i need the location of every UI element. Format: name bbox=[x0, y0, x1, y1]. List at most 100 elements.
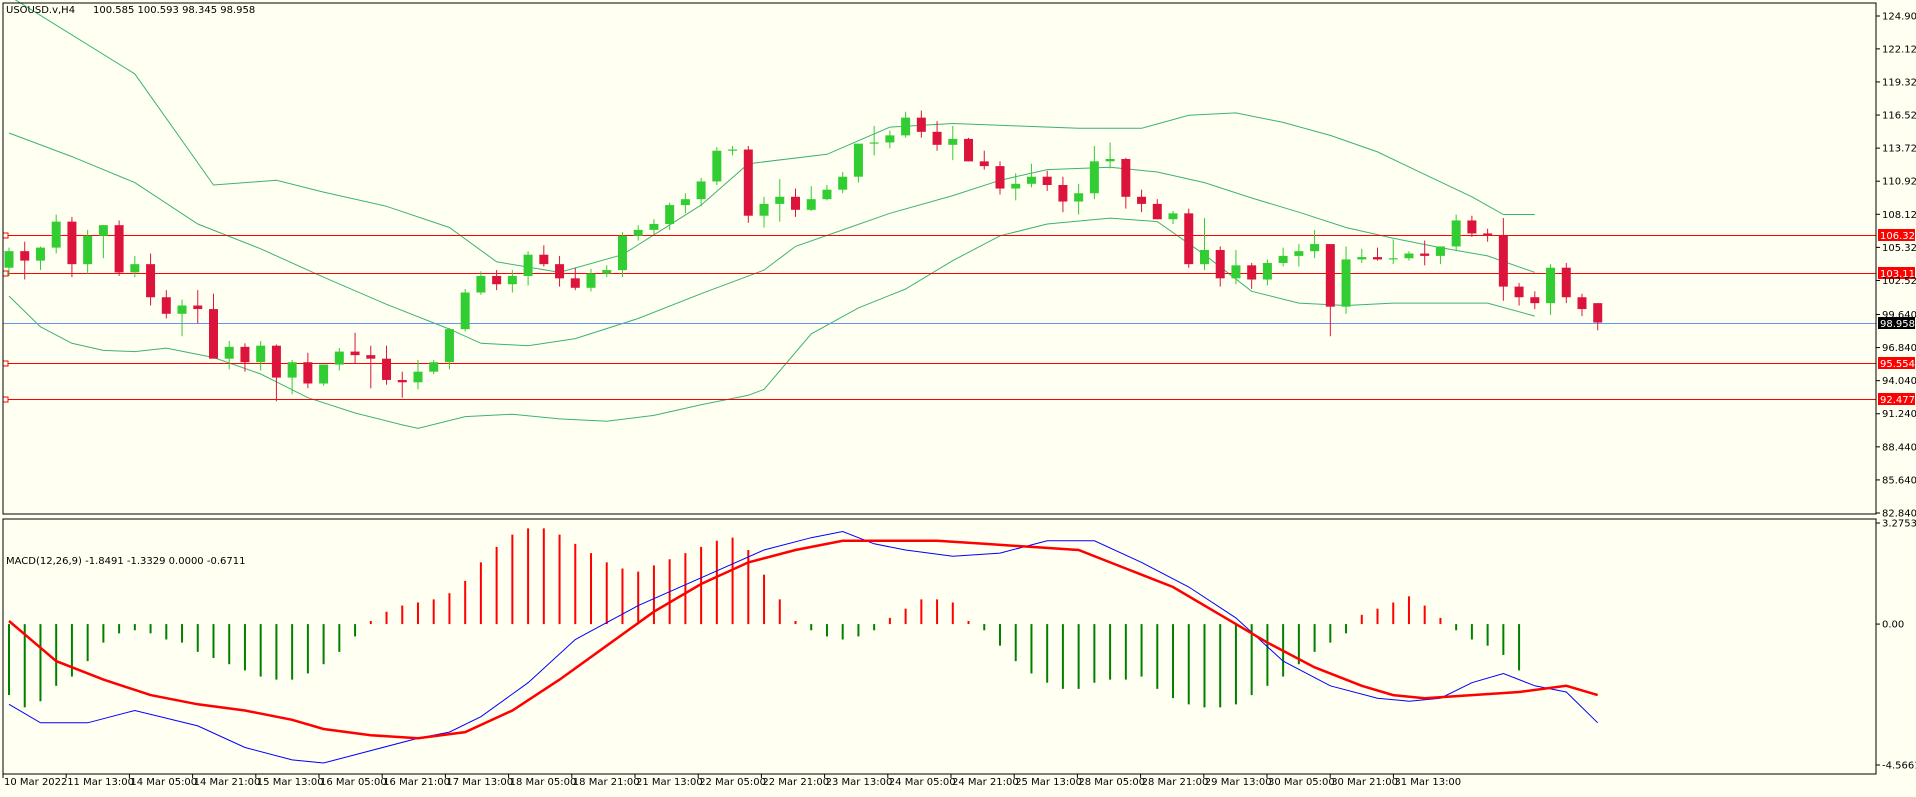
price-tick-label: 116.520 bbox=[1882, 111, 1916, 122]
time-tick-label: 25 Mar 13:00 bbox=[1015, 777, 1082, 788]
candle-bear bbox=[1561, 267, 1571, 298]
time-tick-label: 30 Mar 05:00 bbox=[1268, 777, 1335, 788]
candle-bear bbox=[1215, 249, 1225, 279]
candle-bear bbox=[1325, 244, 1335, 307]
candle-bull bbox=[83, 235, 93, 265]
signal-line bbox=[8, 539, 1599, 740]
candle-bear bbox=[1593, 303, 1603, 323]
candle-bull bbox=[665, 205, 675, 224]
candle-bull bbox=[4, 251, 14, 268]
candle-bull bbox=[1294, 251, 1304, 256]
candle-bull bbox=[98, 225, 108, 236]
candle-bear bbox=[350, 351, 360, 356]
time-tick-label: 30 Mar 21:00 bbox=[1331, 777, 1398, 788]
candle-bear bbox=[1247, 265, 1257, 280]
band-lower-line bbox=[8, 217, 1535, 429]
level-price-tag bbox=[1878, 393, 1915, 405]
level-handle[interactable] bbox=[2, 232, 9, 239]
candle-bear bbox=[146, 264, 156, 298]
candle-bear bbox=[979, 161, 989, 167]
price-tick-label: 88.440 bbox=[1882, 442, 1916, 453]
time-tick-label: 28 Mar 21:00 bbox=[1142, 777, 1209, 788]
candle-bull bbox=[775, 196, 785, 204]
time-tick-label: 28 Mar 05:00 bbox=[1078, 777, 1145, 788]
level-handle[interactable] bbox=[2, 396, 9, 403]
time-tick-label: 18 Mar 05:00 bbox=[510, 777, 577, 788]
macd-tick-label: 3.2753 bbox=[1882, 519, 1916, 530]
macd-panel-frame bbox=[2, 518, 1877, 775]
macd-indicator bbox=[8, 528, 1599, 764]
time-tick-label: 24 Mar 05:00 bbox=[889, 777, 956, 788]
level-handle[interactable] bbox=[2, 270, 9, 277]
candle-bull bbox=[680, 199, 690, 206]
candle-bull bbox=[523, 254, 533, 276]
price-tick-label: 124.902 bbox=[1882, 12, 1916, 23]
time-tick-label: 14 Mar 21:00 bbox=[194, 777, 261, 788]
candle-bear bbox=[208, 309, 218, 359]
candle-bear bbox=[1420, 253, 1430, 256]
candle-bull bbox=[633, 229, 643, 236]
candle-bull bbox=[413, 371, 423, 383]
price-tick-label: 102.520 bbox=[1882, 276, 1916, 287]
candle-bull bbox=[948, 138, 958, 145]
price-tick-label: 94.040 bbox=[1882, 376, 1916, 387]
candle-bull bbox=[1388, 258, 1398, 260]
candle-bear bbox=[492, 275, 502, 285]
candle-bear bbox=[995, 166, 1005, 189]
candle-bull bbox=[256, 345, 266, 363]
candle-bear bbox=[1058, 184, 1068, 202]
candle-bull bbox=[853, 143, 863, 177]
price-tick-label: 119.320 bbox=[1882, 77, 1916, 88]
price-tick-label: 85.640 bbox=[1882, 475, 1916, 486]
candle-bear bbox=[1152, 203, 1162, 220]
price-tick-label: 105.320 bbox=[1882, 243, 1916, 254]
level-price-tag bbox=[1878, 357, 1915, 369]
candle-bull bbox=[649, 223, 659, 230]
symbol-label: USOUSD.v,H4 bbox=[6, 5, 75, 16]
candle-bear bbox=[570, 278, 580, 288]
time-tick-label: 22 Mar 05:00 bbox=[699, 777, 766, 788]
candle-bear bbox=[114, 225, 124, 273]
candle-bear bbox=[743, 149, 753, 216]
candle-bull bbox=[602, 270, 612, 274]
candle-bull bbox=[728, 149, 738, 151]
candles bbox=[4, 110, 1603, 402]
candle-bear bbox=[193, 305, 203, 310]
candle-bull bbox=[1341, 259, 1351, 307]
price-tick-label: 110.920 bbox=[1882, 177, 1916, 188]
candle-bull bbox=[1105, 158, 1115, 162]
candle-bull bbox=[1199, 249, 1209, 265]
price-tick-label: 108.120 bbox=[1882, 210, 1916, 221]
price-tick-label: 82.840 bbox=[1882, 509, 1916, 520]
candle-bull bbox=[712, 150, 722, 182]
time-tick-label: 21 Mar 13:00 bbox=[636, 777, 703, 788]
time-tick-label: 24 Mar 21:00 bbox=[952, 777, 1019, 788]
candle-bear bbox=[1467, 220, 1477, 234]
time-tick-label: 14 Mar 05:00 bbox=[130, 777, 197, 788]
candle-bull bbox=[1435, 246, 1445, 256]
candle-bull bbox=[1168, 213, 1178, 220]
candle-bull bbox=[51, 221, 61, 248]
bollinger-bands bbox=[8, 0, 1535, 429]
candle-bear bbox=[161, 297, 171, 314]
level-price-tag bbox=[1878, 267, 1915, 279]
band-middle-line bbox=[8, 132, 1535, 347]
candle-bear bbox=[366, 355, 376, 359]
candle-bull bbox=[1026, 176, 1036, 184]
candle-bear bbox=[1514, 286, 1524, 298]
current-price-tag bbox=[1878, 317, 1915, 329]
level-handle[interactable] bbox=[2, 360, 9, 367]
candle-bull bbox=[1278, 255, 1288, 263]
candle-bull bbox=[35, 247, 45, 261]
band-upper-line bbox=[14, 0, 1535, 273]
candle-bull bbox=[224, 346, 234, 359]
candle-bear bbox=[791, 196, 800, 210]
candle-bear bbox=[1121, 158, 1131, 197]
candle-bull bbox=[429, 362, 439, 372]
candle-bull bbox=[1357, 257, 1367, 260]
time-tick-label: 23 Mar 13:00 bbox=[826, 777, 893, 788]
candle-bull bbox=[617, 235, 627, 271]
time-tick-label: 16 Mar 05:00 bbox=[320, 777, 387, 788]
